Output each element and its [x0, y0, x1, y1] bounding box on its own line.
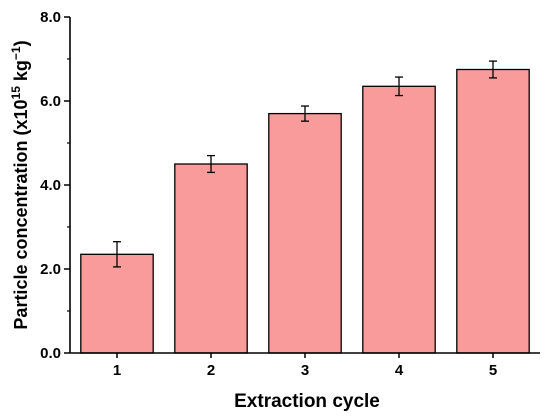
y-axis-title: Particle concentration (x1015 kg−1) [9, 40, 31, 329]
error-bar-4 [395, 76, 403, 97]
y-tick-label: 0.0 [40, 345, 61, 362]
error-bar-3 [301, 105, 309, 122]
bar-4 [362, 85, 436, 354]
y-tick-label: 8.0 [40, 9, 61, 26]
x-tick-label-5: 5 [489, 362, 497, 379]
y-axis-title-main: Particle concentration (x10 [11, 99, 31, 329]
x-ticks-group: 1 2 3 4 5 [113, 353, 497, 379]
error-bars-group [113, 60, 497, 268]
x-tick-label-1: 1 [113, 362, 121, 379]
y-tick-label: 6.0 [40, 93, 61, 110]
y-axis-title-exp2: −1 [9, 46, 23, 60]
bar-3 [268, 112, 342, 354]
bar-2 [174, 163, 248, 354]
error-bar-1 [113, 241, 121, 268]
y-tick-label: 2.0 [40, 261, 61, 278]
y-tick-label: 4.0 [40, 177, 61, 194]
x-tick-label-3: 3 [301, 362, 309, 379]
y-axis-title-end: ) [11, 40, 31, 46]
bar-1 [80, 253, 154, 354]
error-bar-5 [489, 60, 497, 79]
y-axis-title-mid: kg [11, 60, 31, 86]
bar-5 [456, 68, 530, 354]
x-tick-label-2: 2 [207, 362, 215, 379]
y-axis-title-exp1: 15 [9, 86, 23, 100]
x-tick-label-4: 4 [395, 362, 404, 379]
x-axis-title: Extraction cycle [234, 391, 380, 412]
error-bar-2 [207, 154, 215, 174]
y-ticks-group: 0.0 2.0 4.0 6.0 8.0 [40, 9, 70, 362]
